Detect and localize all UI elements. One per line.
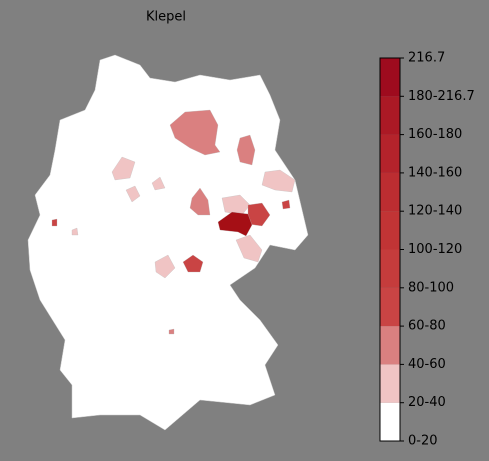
colorbar-label: 140-160 bbox=[408, 165, 462, 180]
region bbox=[182, 254, 204, 273]
region bbox=[261, 169, 296, 193]
region bbox=[71, 227, 79, 236]
colorbar-label: 120-140 bbox=[408, 204, 462, 219]
colorbar: 0-20 20-40 40-60 60-80 80-100 100-120 120-140 1… bbox=[379, 51, 475, 449]
region bbox=[236, 134, 256, 166]
region bbox=[168, 328, 175, 335]
colorbar-segment bbox=[380, 96, 400, 135]
region bbox=[189, 187, 211, 216]
region bbox=[125, 185, 141, 203]
colorbar-segment bbox=[380, 364, 400, 403]
colorbar-segment bbox=[380, 211, 400, 250]
map-title: Klepel bbox=[146, 10, 186, 25]
colorbar-label: 100-120 bbox=[408, 242, 462, 257]
colorbar-segment bbox=[380, 326, 400, 365]
region bbox=[281, 199, 291, 210]
colorbar-label: 180-216.7 bbox=[408, 89, 475, 104]
colorbar-segment bbox=[380, 402, 400, 441]
colorbar-label: 40-60 bbox=[408, 357, 446, 372]
colorbar-segment bbox=[380, 172, 400, 212]
region bbox=[169, 109, 221, 156]
colorbar-label: 0-20 bbox=[408, 434, 438, 449]
colorbar-segment bbox=[380, 134, 400, 173]
region bbox=[151, 176, 166, 191]
region bbox=[111, 156, 136, 181]
map bbox=[27, 54, 309, 431]
colorbar-label: 80-100 bbox=[408, 280, 454, 295]
region bbox=[221, 194, 251, 216]
colorbar-label: 160-180 bbox=[408, 127, 462, 142]
region bbox=[154, 254, 176, 279]
colorbar-label: 20-40 bbox=[408, 395, 446, 410]
region bbox=[217, 211, 253, 237]
colorbar-segment bbox=[380, 58, 400, 97]
colorbar-label: 216.7 bbox=[408, 51, 445, 66]
colorbar-segment bbox=[380, 287, 400, 327]
colorbar-label: 60-80 bbox=[408, 319, 446, 334]
colorbar-segment bbox=[380, 249, 400, 288]
region bbox=[235, 234, 263, 263]
region bbox=[51, 218, 58, 227]
